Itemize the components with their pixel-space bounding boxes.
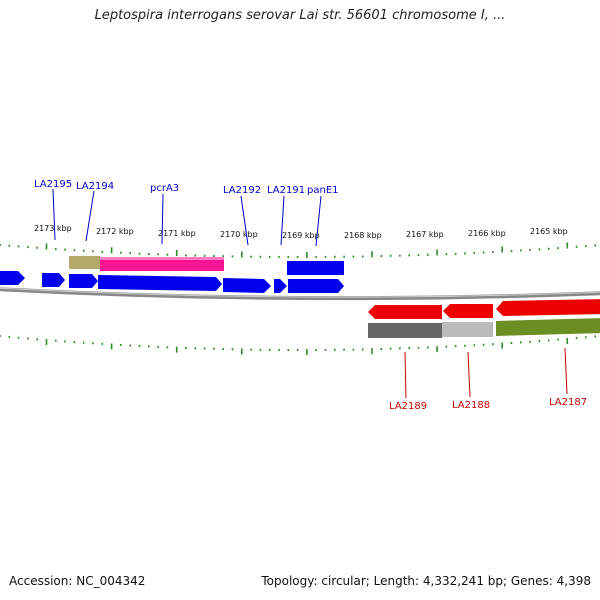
gene-label-panE1[interactable]: panE1	[307, 185, 339, 196]
gene-arrow[interactable]	[42, 273, 65, 287]
chromosome-backbone	[0, 287, 600, 301]
gene-arrow[interactable]	[223, 278, 271, 293]
gene-arrow-LA2189[interactable]	[368, 305, 442, 319]
feature-magenta-highlight	[100, 257, 224, 260]
gene-label-LA2188[interactable]: LA2188	[452, 400, 490, 411]
tick-label-2167: 2167 kbp	[406, 230, 444, 239]
pointer-pcrA3	[161, 193, 164, 245]
chromosome-backbone-highlight	[0, 287, 600, 298]
pointer-LA2194	[85, 190, 95, 242]
gene-label-LA2194[interactable]: LA2194	[76, 181, 114, 192]
tick-label-2168: 2168 kbp	[344, 231, 382, 240]
feature-olive-bar	[496, 318, 600, 336]
reverse-gene-arrows	[368, 299, 600, 319]
gene-label-pcrA3[interactable]: pcrA3	[150, 183, 179, 194]
scale-ticks-top	[0, 242, 597, 258]
pointer-LA2187	[564, 347, 568, 395]
tick-label-2166: 2166 kbp	[468, 229, 506, 238]
tick-label-2173: 2173 kbp	[34, 224, 72, 233]
scale-ticks-bottom	[0, 335, 597, 355]
pointer-LA2191	[280, 195, 285, 246]
gene-label-LA2195[interactable]: LA2195	[34, 179, 72, 190]
accession-info: Accession: NC_004342	[9, 574, 146, 588]
tick-label-2171: 2171 kbp	[158, 229, 196, 238]
feature-khaki-bar	[69, 256, 100, 269]
tick-label-2172: 2172 kbp	[96, 227, 134, 236]
feature-dark-gray-bar	[368, 323, 442, 338]
map-title: Leptospira interrogans serovar Lai str. …	[94, 8, 506, 23]
forward-gene-arrows	[0, 271, 344, 293]
gene-arrow[interactable]	[69, 274, 98, 288]
scale-tick-labels: 2173 kbp 2172 kbp 2171 kbp 2170 kbp 2169…	[34, 224, 568, 240]
pointer-LA2192	[240, 195, 249, 246]
gene-label-LA2187[interactable]: LA2187	[549, 397, 587, 408]
gene-arrow[interactable]	[98, 275, 222, 291]
tick-label-2170: 2170 kbp	[220, 230, 258, 239]
gene-arrow[interactable]	[274, 279, 287, 293]
feature-magenta-bar	[100, 257, 224, 271]
pointer-panE1	[315, 195, 322, 247]
gene-arrow[interactable]	[288, 279, 344, 293]
label-pointers	[52, 188, 568, 399]
gene-label-LA2189[interactable]: LA2189	[389, 401, 427, 412]
pointer-LA2188	[467, 351, 471, 398]
gene-arrow-LA2188[interactable]	[443, 304, 493, 318]
tick-label-2165: 2165 kbp	[530, 227, 568, 236]
gene-label-LA2191[interactable]: LA2191	[267, 185, 305, 196]
topology-info: Topology: circular; Length: 4,332,241 bp…	[261, 574, 591, 588]
gene-labels: LA2195 LA2194 pcrA3 LA2192 LA2191 panE1 …	[34, 179, 587, 412]
gene-arrow[interactable]	[0, 271, 25, 285]
tick-label-2169: 2169 kbp	[282, 231, 320, 240]
pointer-LA2195	[52, 188, 56, 241]
gene-label-LA2192[interactable]: LA2192	[223, 185, 261, 196]
feature-light-gray-bar	[442, 322, 493, 337]
gene-arrow-LA2187[interactable]	[496, 299, 600, 316]
gene-panE1-top-block[interactable]	[287, 261, 344, 275]
pointer-LA2189	[404, 351, 407, 399]
